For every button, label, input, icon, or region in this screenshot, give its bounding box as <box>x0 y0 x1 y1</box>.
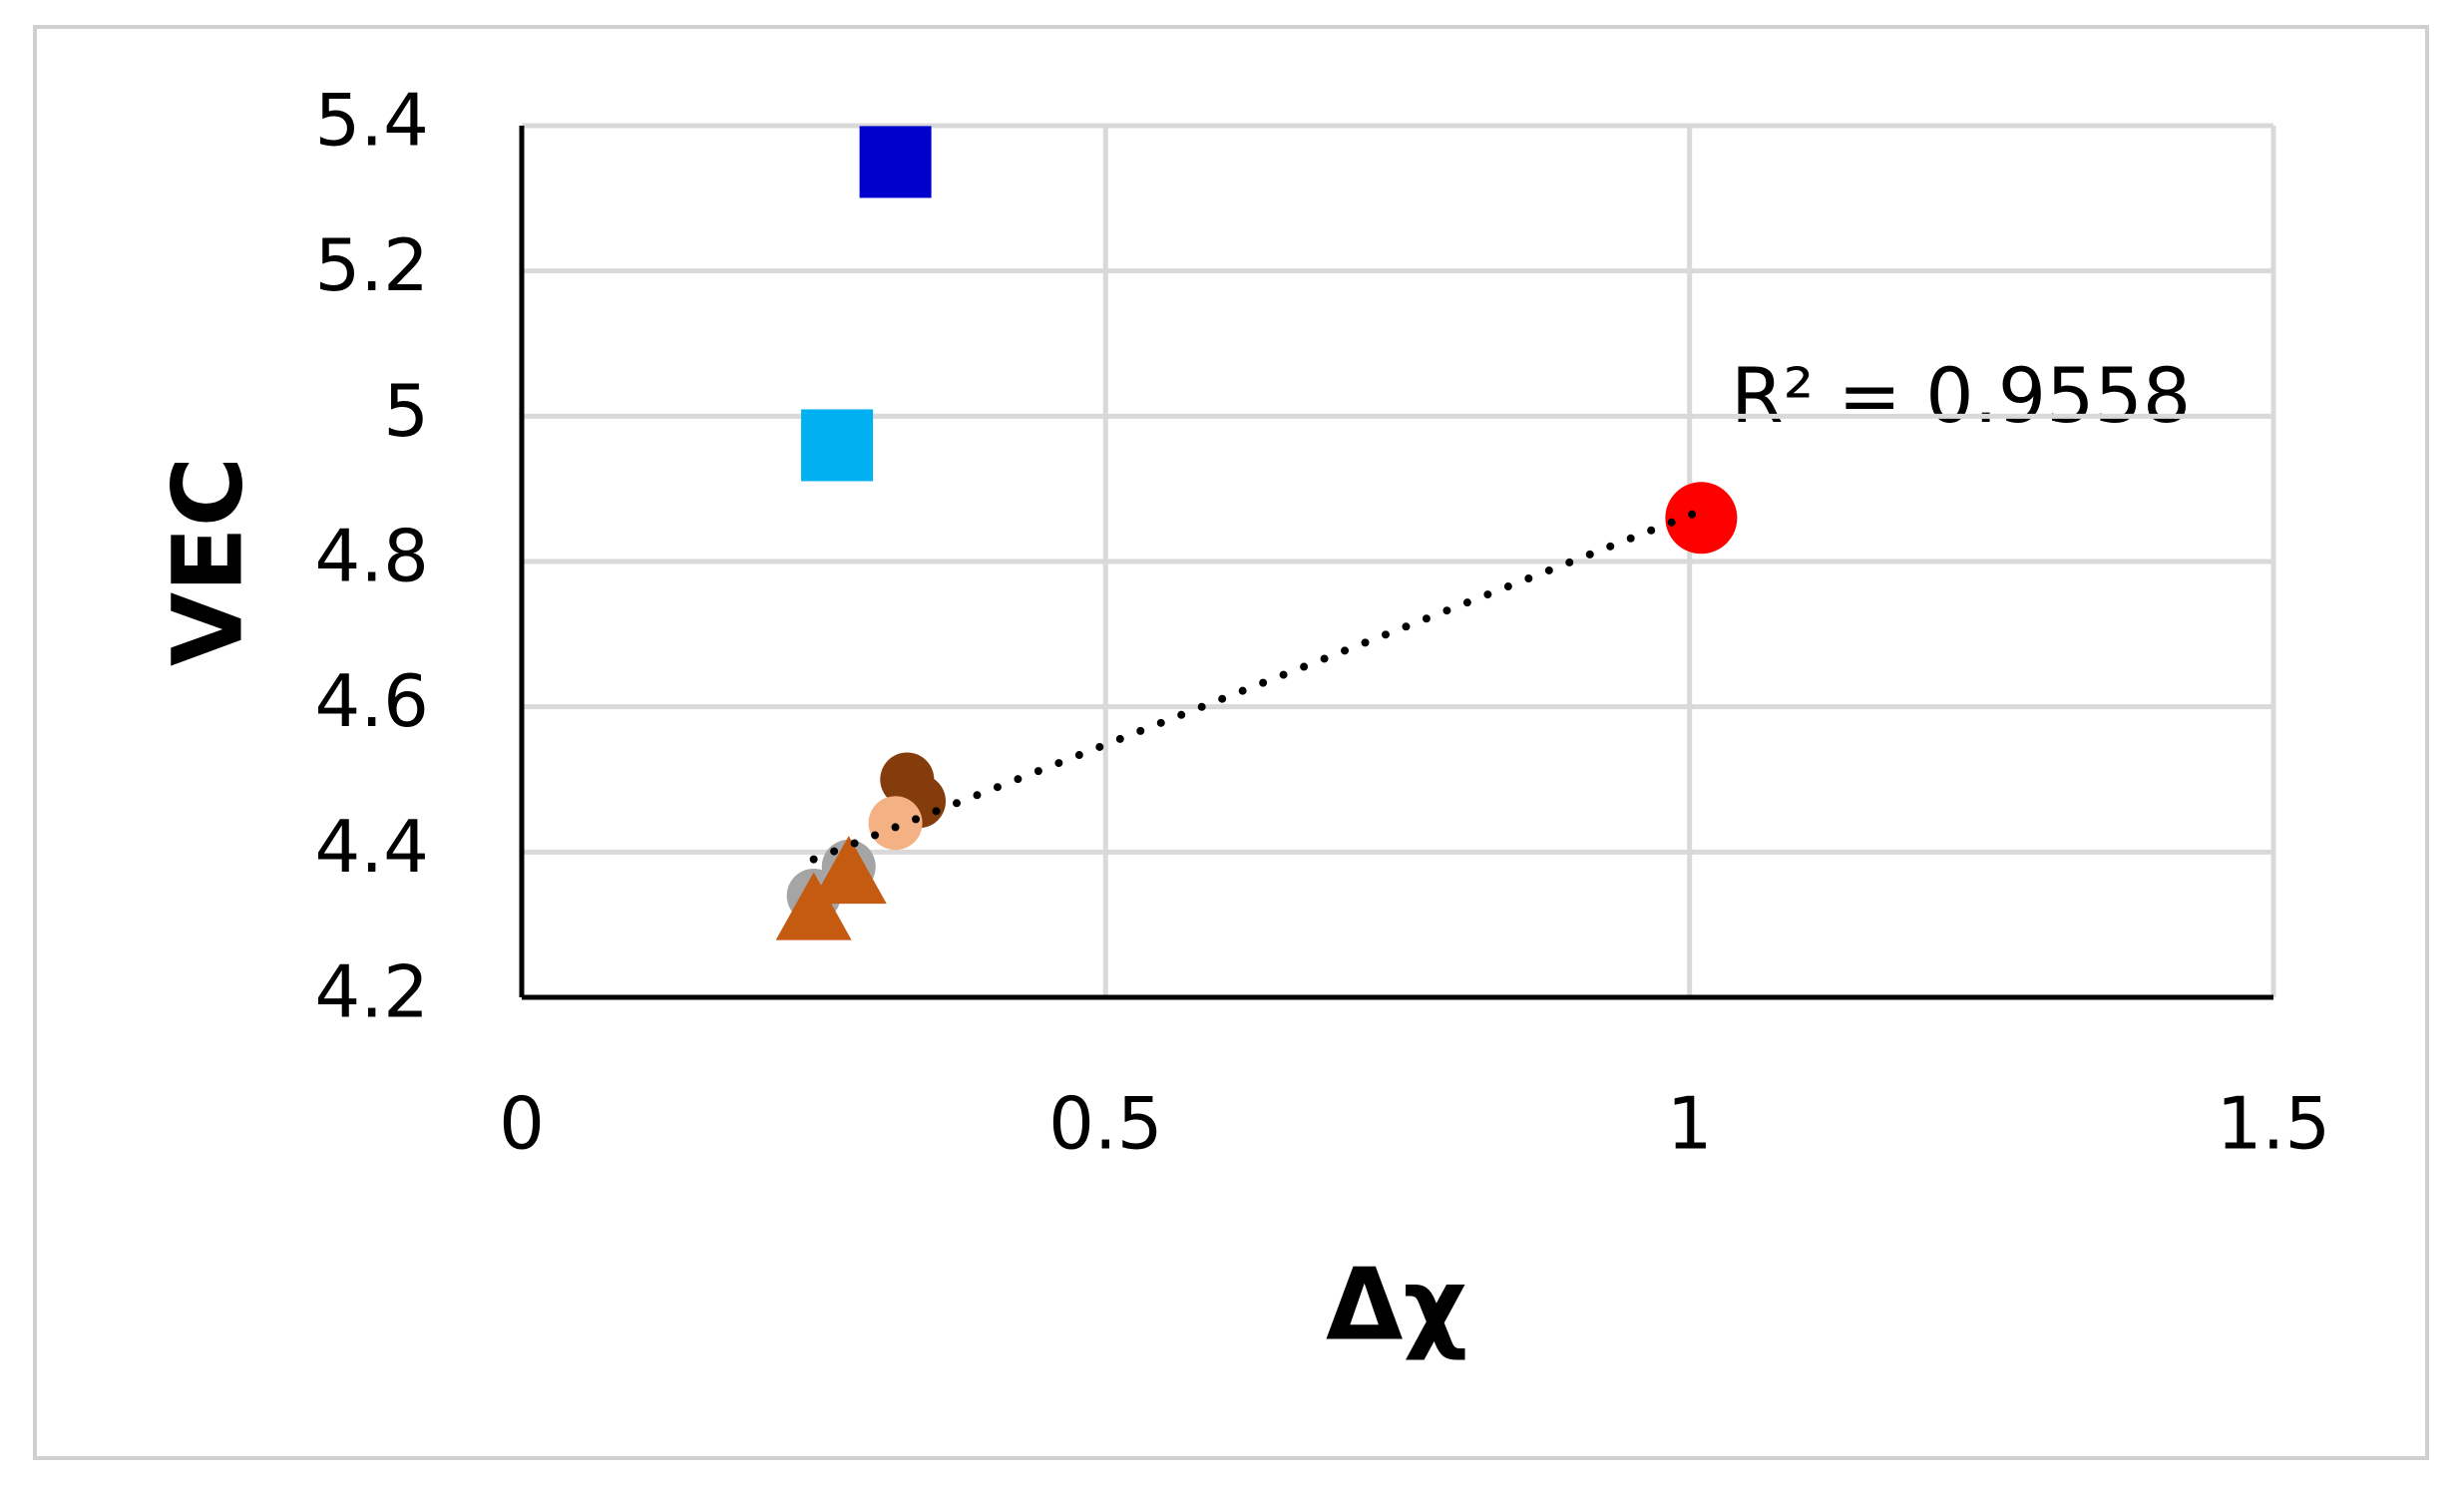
y-tick-label: 4.4 <box>314 805 429 889</box>
triangle-marker <box>775 872 852 940</box>
x-tick-label: 0 <box>499 1082 545 1166</box>
x-tick-label: 0.5 <box>1048 1082 1163 1166</box>
y-tick-label: 5.2 <box>314 223 429 307</box>
circle-marker <box>1665 482 1738 555</box>
annotation: R² = 0.9558 <box>1731 351 2191 440</box>
x-tick-label: 1.5 <box>2217 1082 2331 1166</box>
square-marker <box>801 409 874 482</box>
y-tick-label: 5.4 <box>314 79 429 163</box>
x-tick-label: 1 <box>1667 1082 1713 1166</box>
y-tick-label: 5 <box>383 369 429 453</box>
y-axis-title: VEC <box>152 457 263 666</box>
y-tick-label: 4.8 <box>314 515 429 598</box>
circle-marker <box>868 796 923 851</box>
triangle-marker <box>810 836 887 905</box>
y-tick-label: 4.2 <box>314 950 429 1034</box>
chart-frame <box>33 25 2429 1460</box>
x-axis-title: Δχ <box>1326 1246 1467 1362</box>
square-marker <box>859 126 932 198</box>
y-tick-label: 4.6 <box>314 659 429 743</box>
